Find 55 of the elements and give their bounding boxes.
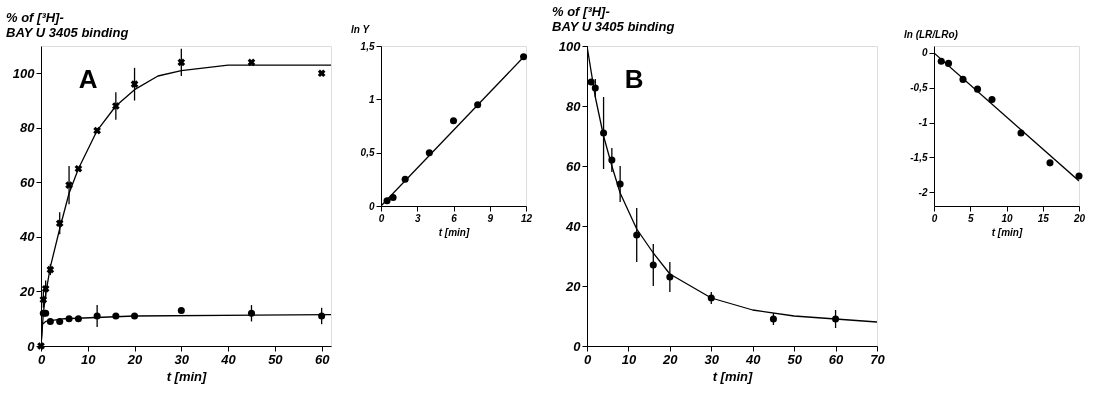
y-tick-label: -1 [918, 117, 928, 129]
x-tick-label: 12 [520, 212, 533, 224]
y-tick-label: 1,5 [360, 40, 375, 52]
y-tick-label: 20 [565, 278, 582, 294]
x-tick-label: 20 [662, 351, 679, 367]
x-tick-label: 30 [704, 351, 720, 367]
x-tick-label: 70 [870, 351, 886, 367]
x-tick-label: 0 [378, 212, 385, 224]
x-tick-label: 0 [37, 351, 46, 367]
x-tick-label: 5 [967, 212, 974, 224]
x-axis-title: t [min] [712, 368, 754, 384]
x-tick-label: 60 [828, 351, 845, 367]
y-tick-label: 20 [19, 283, 36, 299]
y-tick-label: 100 [12, 65, 36, 81]
y-tick-label: 0 [368, 200, 375, 212]
x-axis-title: t [min] [438, 226, 470, 238]
x-tick-label: 40 [220, 351, 237, 367]
y-axis-title: ln (LR/LRo) [904, 29, 959, 40]
y-tick-label: 40 [19, 229, 36, 245]
y-axis-title: % of [³H]- BAY U 3405 binding [552, 4, 675, 34]
y-tick-label: -0,5 [910, 82, 928, 94]
x-tick-label: 10 [81, 351, 97, 367]
y-tick-label: 60 [20, 174, 36, 190]
annotation: A [78, 64, 98, 94]
x-tick-label: 15 [1037, 212, 1050, 224]
x-tick-label: 0 [583, 351, 592, 367]
y-tick-label: 1 [368, 93, 375, 105]
y-tick-label: 60 [566, 158, 582, 174]
x-tick-label: 0 [931, 212, 938, 224]
y-axis-title: ln Y [351, 24, 371, 35]
x-tick-label: 30 [174, 351, 190, 367]
y-tick-label: 80 [20, 120, 36, 136]
x-tick-label: 40 [744, 351, 762, 367]
y-tick-label: 0 [573, 338, 582, 354]
x-tick-label: 9 [487, 212, 494, 224]
y-tick-label: -1,5 [910, 151, 928, 163]
x-tick-label: 10 [621, 351, 637, 367]
y-tick-label: 80 [566, 98, 582, 114]
y-tick-label: 0 [921, 47, 928, 59]
y-tick-label: 100 [558, 38, 582, 54]
x-tick-label: 20 [126, 351, 144, 367]
annotation: B [624, 64, 644, 94]
y-tick-label: -2 [918, 186, 928, 198]
x-axis-title: t [min] [166, 368, 208, 384]
y-tick-label: 0 [27, 338, 36, 354]
y-axis-title: % of [³H]- BAY U 3405 binding [6, 10, 129, 40]
x-axis-title: t [min] [991, 226, 1023, 238]
x-tick-label: 10 [1001, 212, 1013, 224]
y-tick-label: 0,5 [360, 147, 375, 159]
x-tick-label: 6 [451, 212, 458, 224]
x-tick-label: 60 [314, 351, 331, 367]
x-tick-label: 3 [414, 212, 421, 224]
x-tick-label: 50 [268, 351, 284, 367]
x-tick-label: 20 [1072, 212, 1086, 224]
x-tick-label: 50 [787, 351, 803, 367]
